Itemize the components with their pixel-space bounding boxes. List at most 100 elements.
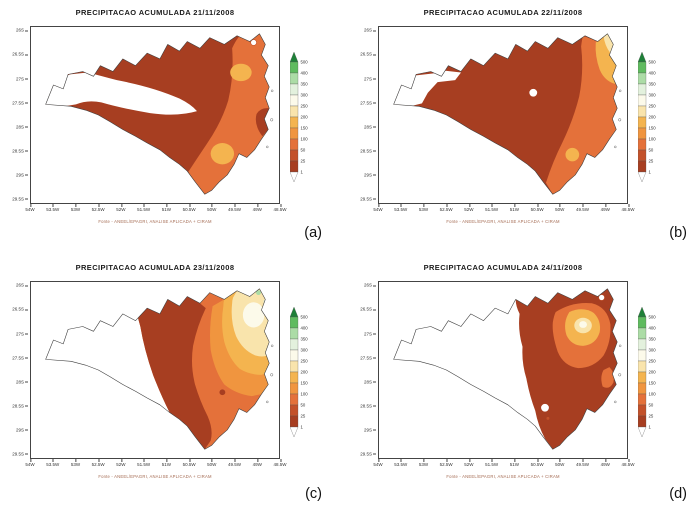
x-tick-label: 54W xyxy=(373,458,383,467)
x-tick-label: 52.5W xyxy=(91,203,105,212)
y-tick-label: 29.5S xyxy=(360,196,376,202)
precip-150-200-blob xyxy=(210,143,235,165)
x-tick-label: 53.5W xyxy=(46,458,60,467)
panel-b-x-axis: 54W 53.5W 53W 52.5W 52W 51.5W 51W 50.5W 50W 49.5W… xyxy=(373,203,635,213)
x-tick-label: 50W xyxy=(207,203,217,212)
svg-text:250: 250 xyxy=(649,104,657,109)
panel-c: PRECIPITACAO ACUMULADA 23/11/2008 26S 26.… xyxy=(0,255,348,510)
x-tick-label: 48.5W xyxy=(621,203,635,212)
svg-text:25: 25 xyxy=(301,414,306,419)
panel-a: PRECIPITACAO ACUMULADA 21/11/2008 26S 26.… xyxy=(0,0,348,255)
island xyxy=(618,118,622,122)
svg-text:100: 100 xyxy=(301,137,309,142)
precipitation-map-d xyxy=(393,288,622,450)
x-tick-label: 52.5W xyxy=(91,458,105,467)
y-tick-label: 29S xyxy=(15,427,29,433)
y-tick-label: 27.5S xyxy=(12,100,28,106)
svg-text:400: 400 xyxy=(301,71,309,76)
svg-text:150: 150 xyxy=(301,381,309,386)
svg-text:50: 50 xyxy=(301,148,306,153)
x-tick-label: 52.5W xyxy=(439,458,453,467)
panel-a-letter: (a) xyxy=(304,225,322,241)
y-tick-label: 26S xyxy=(363,282,377,288)
svg-text:500: 500 xyxy=(301,315,309,320)
y-tick-label: 28S xyxy=(363,379,377,385)
panel-b-colorbar: 500 400 350 300 250 200 150 100 50 25 1 xyxy=(637,51,672,186)
island xyxy=(266,400,269,404)
panel-b-y-axis: 26S 26.5S 27S 27.5S 28S 28.5S 29S 29.5S xyxy=(348,26,377,204)
svg-text:25: 25 xyxy=(301,159,306,164)
island xyxy=(614,145,617,149)
panel-d: PRECIPITACAO ACUMULADA 24/11/2008 26S 26.… xyxy=(348,255,695,510)
island xyxy=(614,400,617,404)
svg-text:250: 250 xyxy=(301,104,309,109)
svg-text:300: 300 xyxy=(301,93,309,98)
island xyxy=(618,89,622,92)
coastal-spot xyxy=(598,294,605,301)
x-tick-label: 52W xyxy=(464,203,474,212)
x-tick-label: 51W xyxy=(161,458,171,467)
x-tick-label: 53W xyxy=(70,203,81,212)
panel-a-source: Fonte - ANEEL/EPAGRI, ANALISE APLICADA +… xyxy=(98,219,212,224)
y-tick-label: 26S xyxy=(15,27,29,33)
precipitation-map-a xyxy=(45,33,274,195)
x-tick-label: 51.5W xyxy=(485,203,499,212)
svg-text:300: 300 xyxy=(649,93,657,98)
svg-text:350: 350 xyxy=(649,82,657,87)
colorbar-scale: 500 400 350 300 250 200 150 100 50 25 1 xyxy=(637,306,657,438)
x-tick-label: 48.5W xyxy=(273,458,287,467)
x-tick-label: 52W xyxy=(116,203,126,212)
panel-b-letter: (b) xyxy=(669,225,687,241)
no-precip-hole xyxy=(541,403,549,412)
x-tick-label: 48.5W xyxy=(621,458,635,467)
svg-text:50: 50 xyxy=(301,403,306,408)
y-tick-label: 27S xyxy=(363,331,377,336)
x-tick-label: 51W xyxy=(509,458,519,467)
x-tick-label: 52W xyxy=(116,458,126,467)
x-tick-label: 49.5W xyxy=(576,203,590,212)
y-tick-label: 27S xyxy=(15,331,29,336)
svg-text:1: 1 xyxy=(301,170,304,175)
svg-text:500: 500 xyxy=(649,315,657,320)
x-tick-label: 53.5W xyxy=(394,458,408,467)
colorbar-scale: 500 400 350 300 250 200 150 100 50 25 1 xyxy=(289,51,309,183)
panel-b-source: Fonte - ANEEL/EPAGRI, ANALISE APLICADA +… xyxy=(446,219,560,224)
svg-text:200: 200 xyxy=(649,115,657,120)
precip-150-200-blob xyxy=(230,63,252,82)
svg-text:300: 300 xyxy=(649,348,657,353)
y-tick-label: 29S xyxy=(363,427,377,433)
svg-text:1: 1 xyxy=(649,170,652,175)
panel-c-colorbar: 500 400 350 300 250 200 150 100 50 25 1 xyxy=(289,306,324,441)
x-tick-label: 52.5W xyxy=(439,203,453,212)
x-tick-label: 49W xyxy=(600,458,610,467)
x-tick-label: 49W xyxy=(252,458,262,467)
panel-d-source: Fonte - ANEEL/EPAGRI, ANALISE APLICADA +… xyxy=(446,474,560,479)
panel-a-y-axis: 26S 26.5S 27S 27.5S 28S 28.5S 29S 29.5S xyxy=(0,26,29,204)
panel-d-title: PRECIPITACAO ACUMULADA 24/11/2008 xyxy=(423,263,583,272)
svg-text:1: 1 xyxy=(649,425,652,430)
x-tick-label: 48.5W xyxy=(273,203,287,212)
y-tick-label: 26S xyxy=(15,282,29,288)
island xyxy=(270,89,274,92)
x-tick-label: 52W xyxy=(464,458,474,467)
precipitation-map-c xyxy=(45,288,274,450)
x-tick-label: 54W xyxy=(373,203,383,212)
svg-text:350: 350 xyxy=(649,337,657,342)
island xyxy=(270,118,274,122)
panel-a-x-axis: 54W 53.5W 53W 52.5W 52W 51.5W 51W 50.5W 50W 49.5W… xyxy=(25,203,287,213)
x-tick-label: 50.5W xyxy=(530,203,544,212)
panel-b-map-plot xyxy=(378,26,628,204)
y-tick-label: 28.5S xyxy=(360,148,376,154)
svg-text:250: 250 xyxy=(649,359,657,364)
precip-small-dot xyxy=(546,416,550,420)
panel-c-x-axis: 54W 53.5W 53W 52.5W 52W 51.5W 51W 50.5W 50W 49.5W… xyxy=(25,458,287,468)
panel-d-map-plot xyxy=(378,281,628,459)
y-tick-label: 29S xyxy=(15,172,29,178)
y-tick-label: 28.5S xyxy=(360,403,376,409)
precip-350-400-spot xyxy=(256,290,261,296)
svg-text:500: 500 xyxy=(301,60,309,65)
precip-250-300-core xyxy=(242,302,265,328)
no-precip-hole xyxy=(529,88,538,97)
x-tick-label: 51W xyxy=(161,203,171,212)
